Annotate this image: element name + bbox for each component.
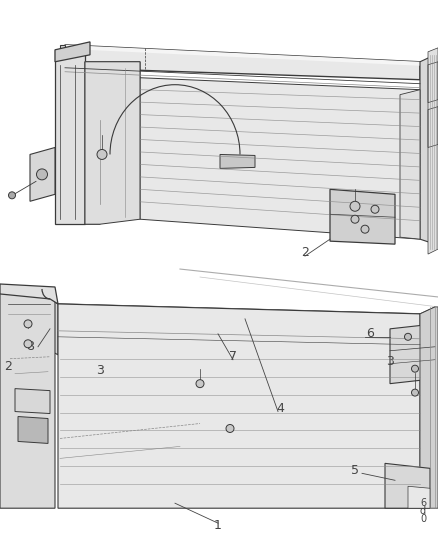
Polygon shape [50, 299, 58, 355]
Circle shape [361, 225, 369, 233]
Polygon shape [205, 327, 230, 342]
Polygon shape [95, 88, 118, 117]
Polygon shape [18, 416, 48, 443]
Polygon shape [140, 78, 420, 239]
Text: 3: 3 [386, 355, 394, 368]
Text: 7: 7 [229, 350, 237, 363]
Circle shape [24, 340, 32, 348]
Text: 0: 0 [420, 514, 426, 524]
Circle shape [351, 215, 359, 223]
Polygon shape [58, 304, 420, 318]
Polygon shape [400, 90, 420, 239]
Circle shape [36, 169, 47, 180]
Polygon shape [420, 307, 438, 508]
Polygon shape [58, 304, 420, 508]
Polygon shape [65, 45, 420, 80]
Circle shape [405, 333, 411, 340]
Circle shape [371, 205, 379, 213]
Polygon shape [330, 189, 395, 244]
Circle shape [411, 389, 418, 396]
Polygon shape [385, 463, 430, 508]
Text: 5: 5 [351, 464, 359, 477]
Text: 6: 6 [366, 327, 374, 340]
Polygon shape [220, 155, 255, 168]
Circle shape [411, 365, 418, 372]
Polygon shape [90, 68, 135, 221]
Text: 3: 3 [96, 364, 104, 377]
Polygon shape [55, 50, 85, 224]
Polygon shape [0, 284, 58, 304]
Circle shape [8, 192, 15, 199]
Polygon shape [85, 62, 140, 224]
Polygon shape [420, 307, 435, 354]
Text: 2: 2 [301, 246, 309, 259]
Polygon shape [60, 45, 65, 80]
Polygon shape [95, 127, 118, 157]
Polygon shape [428, 48, 438, 254]
Polygon shape [30, 148, 55, 201]
Polygon shape [85, 62, 140, 224]
Polygon shape [58, 347, 425, 361]
Text: d: d [420, 506, 426, 516]
Text: 8: 8 [26, 340, 34, 353]
Polygon shape [420, 55, 435, 244]
Text: 2: 2 [4, 360, 12, 373]
Circle shape [97, 149, 107, 159]
Polygon shape [55, 42, 90, 62]
Polygon shape [58, 304, 425, 329]
Circle shape [24, 320, 32, 328]
Circle shape [226, 424, 234, 432]
Polygon shape [58, 321, 425, 354]
Text: 6: 6 [420, 498, 426, 508]
Polygon shape [408, 486, 430, 508]
Polygon shape [15, 389, 50, 414]
Polygon shape [390, 324, 435, 384]
Circle shape [196, 379, 204, 387]
Circle shape [350, 201, 360, 211]
Text: 1: 1 [214, 519, 222, 531]
Text: 4: 4 [276, 402, 284, 415]
Polygon shape [65, 45, 420, 66]
Polygon shape [0, 289, 55, 508]
